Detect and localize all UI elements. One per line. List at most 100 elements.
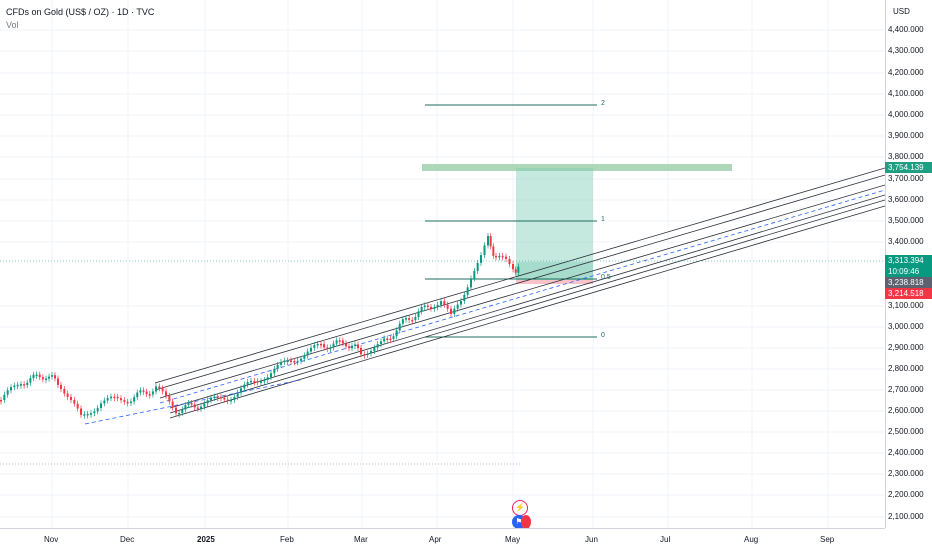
candle	[398, 323, 401, 331]
target-zone[interactable]	[422, 164, 732, 171]
candle	[51, 375, 53, 377]
chart-legend[interactable]: CFDs on Gold (US$ / OZ) · 1D · TVC Vol	[6, 6, 154, 32]
price-tick-label: 3,400.000	[888, 237, 924, 246]
price-tick-label: 3,500.000	[888, 216, 924, 225]
candle	[386, 338, 389, 341]
candle	[123, 400, 126, 402]
candle	[433, 307, 436, 309]
candle	[181, 409, 184, 414]
candle	[220, 396, 222, 399]
candle	[136, 392, 139, 398]
fib-label-1: 1	[601, 216, 605, 223]
candle	[226, 399, 229, 402]
candle	[155, 386, 157, 392]
candle	[405, 318, 407, 320]
price-tick-label: 2,300.000	[888, 469, 924, 478]
price-tick-label: 2,700.000	[888, 385, 924, 394]
candle	[508, 259, 511, 265]
fib-label-2: 2	[601, 100, 605, 107]
price-tick-label: 2,500.000	[888, 427, 924, 436]
candle	[3, 394, 6, 400]
candle	[380, 341, 382, 345]
candle	[29, 378, 32, 383]
candle	[26, 382, 29, 386]
candle	[357, 344, 359, 349]
candle	[130, 401, 132, 404]
candle	[517, 266, 520, 273]
candle	[187, 403, 190, 406]
entry-price-badge: 3,238.818	[885, 277, 932, 288]
candle	[492, 246, 495, 256]
time-axis[interactable]	[0, 528, 885, 551]
candle	[168, 395, 171, 402]
candle	[417, 311, 420, 318]
chart-area[interactable]: CFDs on Gold (US$ / OZ) · 1D · TVC Vol 2…	[0, 0, 885, 529]
grid	[0, 0, 885, 528]
fib-label-05: 0.5	[601, 274, 611, 281]
time-tick-label: May	[505, 535, 521, 544]
price-tick-label: 2,400.000	[888, 448, 924, 457]
currency-label[interactable]: USD	[893, 7, 910, 16]
candle	[323, 344, 326, 348]
candle	[326, 347, 329, 350]
candle	[193, 404, 196, 408]
candle	[436, 304, 439, 308]
price-tick-label: 4,000.000	[888, 110, 924, 119]
candle	[175, 407, 177, 414]
candle	[395, 330, 398, 337]
candle	[139, 390, 142, 393]
profit-zone[interactable]	[516, 168, 593, 262]
candle	[351, 345, 353, 349]
countdown-badge: 10:09:46	[885, 266, 932, 277]
time-tick-label: 2025	[197, 535, 215, 544]
candle	[165, 391, 167, 396]
candle	[233, 396, 236, 400]
candle	[273, 368, 276, 374]
candle	[466, 287, 469, 295]
price-tick-label: 2,600.000	[888, 406, 924, 415]
candle	[303, 355, 306, 359]
regression-channel[interactable]	[154, 167, 885, 419]
candle	[13, 385, 16, 388]
candle	[345, 343, 347, 347]
candle	[70, 396, 72, 401]
volume-indicator-label[interactable]: Vol	[6, 20, 19, 30]
candle	[213, 396, 216, 399]
candle	[38, 374, 41, 378]
candle	[453, 308, 456, 315]
candle	[366, 353, 369, 356]
candle	[489, 236, 492, 247]
lightning-icon[interactable]: ⚡	[512, 500, 528, 516]
candle	[203, 403, 206, 407]
candle	[341, 340, 344, 344]
candle	[446, 304, 449, 309]
candle	[392, 336, 395, 339]
symbol-title[interactable]: CFDs on Gold (US$ / OZ) · 1D · TVC	[6, 7, 155, 17]
candle	[63, 388, 66, 394]
flag-icon-2[interactable]	[521, 515, 531, 529]
candle	[145, 391, 148, 395]
candle	[161, 388, 164, 392]
lower-trend-dashed[interactable]	[84, 379, 301, 425]
candle	[6, 390, 9, 395]
candle	[306, 351, 309, 356]
candle	[266, 377, 269, 380]
fib-label-0: 0	[601, 332, 605, 339]
candle	[158, 386, 161, 389]
candle	[463, 294, 466, 302]
candle	[57, 378, 59, 385]
candle	[240, 388, 242, 393]
chart-canvas[interactable]	[0, 0, 885, 528]
candle	[313, 345, 316, 348]
candle	[335, 340, 338, 344]
candle	[151, 391, 154, 395]
candle	[100, 403, 102, 408]
candle	[80, 408, 82, 415]
candle	[32, 374, 35, 379]
candle	[243, 384, 246, 389]
candle	[120, 398, 122, 401]
candle	[280, 362, 282, 365]
candle	[113, 396, 116, 399]
candle	[178, 413, 181, 415]
candle	[483, 245, 486, 256]
